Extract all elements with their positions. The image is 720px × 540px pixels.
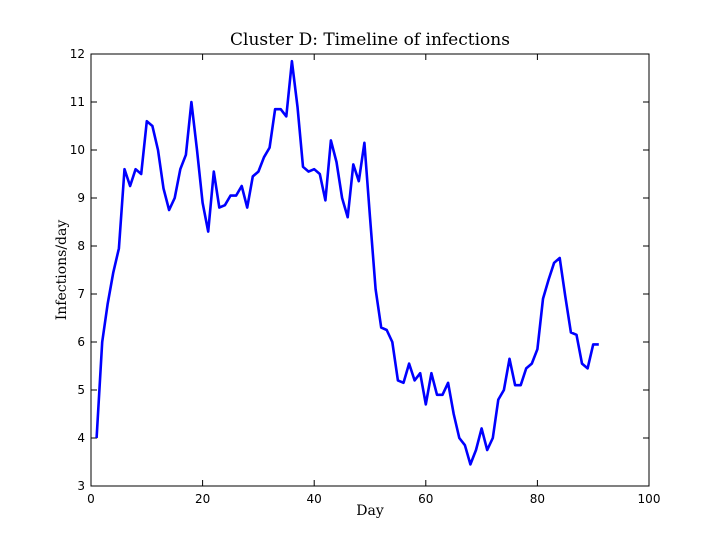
series-line: [95, 59, 599, 466]
series-layer: [95, 59, 599, 466]
y-tick-label: 10: [70, 143, 85, 157]
y-tick-label: 8: [77, 239, 85, 253]
chart-title: Cluster D: Timeline of infections: [230, 30, 510, 50]
x-tick-label: 40: [307, 492, 322, 506]
x-tick-label: 100: [638, 492, 661, 506]
y-tick-label: 3: [77, 479, 85, 493]
y-tick-label: 12: [70, 47, 85, 61]
x-tick-label: 0: [87, 492, 95, 506]
x-tick-label: 60: [418, 492, 433, 506]
x-axis-label: Day: [356, 503, 384, 519]
y-tick-label: 11: [70, 95, 85, 109]
axis-ticks: 0 20 40 60 80 100 3 4 5 6 7 8 9 10 11 12: [70, 47, 661, 506]
y-tick-label: 7: [77, 287, 85, 301]
y-axis-label: Infections/day: [54, 220, 70, 321]
x-tick-label: 80: [530, 492, 545, 506]
plot-frame: [90, 53, 650, 487]
y-tick-label: 9: [77, 191, 85, 205]
y-tick-label: 4: [77, 431, 85, 445]
y-tick-label: 5: [77, 383, 85, 397]
x-tick-label: 20: [195, 492, 210, 506]
y-tick-label: 6: [77, 335, 85, 349]
